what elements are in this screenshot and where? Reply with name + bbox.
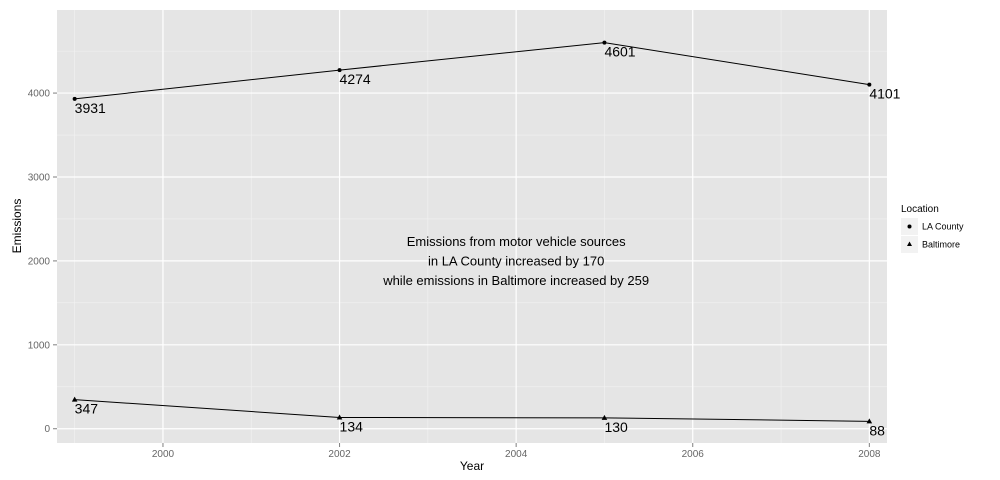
data-label-baltimore: 347: [75, 401, 99, 417]
data-label-la-county: 4601: [604, 44, 635, 60]
data-label-la-county: 3931: [75, 100, 106, 116]
series-line-la-county: [74, 42, 870, 100]
data-point-baltimore: [601, 414, 608, 420]
data-point-baltimore: [71, 396, 78, 402]
data-point-la-county: [602, 40, 607, 45]
minor-gridlines: [57, 10, 887, 443]
data-point-la-county: [337, 68, 342, 73]
legend: Location LA County Baltimore: [901, 204, 964, 253]
x-tick-label: 2004: [505, 449, 528, 460]
y-tick-label: 2000: [28, 256, 51, 267]
annotation-line-3: while emissions in Baltimore increased b…: [382, 273, 649, 288]
annotation-line-1: Emissions from motor vehicle sources: [407, 234, 626, 249]
y-tick-label: 4000: [28, 89, 51, 100]
y-tick-label: 3000: [28, 172, 51, 183]
data-point-la-county: [867, 82, 872, 87]
plot-background: [57, 10, 887, 443]
data-point-la-county: [72, 96, 77, 101]
legend-marker-baltimore: [907, 241, 912, 246]
series-line-baltimore: [74, 399, 870, 422]
data-label-baltimore: 130: [604, 419, 628, 435]
x-tick-label: 2000: [152, 449, 175, 460]
legend-marker-la-county: [907, 224, 912, 229]
x-axis-title: Year: [460, 459, 484, 473]
major-gridlines: [57, 10, 887, 443]
legend-title: Location: [901, 204, 939, 215]
legend-label-la-county: LA County: [922, 222, 964, 232]
y-tick-label: 1000: [28, 340, 51, 351]
data-label-la-county: 4274: [340, 71, 371, 87]
y-tick-label: 0: [44, 424, 50, 435]
data-point-baltimore: [866, 418, 873, 424]
annotation: Emissions from motor vehicle sources in …: [382, 234, 649, 288]
x-tick-label: 2006: [682, 449, 705, 460]
series-layer: 3931 4274 4601 4101 347 134 130 88: [71, 40, 901, 438]
legend-label-baltimore: Baltimore: [922, 240, 960, 250]
x-tick-label: 2002: [328, 449, 351, 460]
y-axis-title: Emissions: [10, 199, 24, 254]
x-axis: 2000 2002 2004 2006 2008: [152, 443, 881, 460]
annotation-line-2: in LA County increased by 170: [428, 253, 604, 268]
data-label-baltimore: 134: [340, 418, 364, 434]
data-point-baltimore: [336, 414, 343, 420]
data-label-la-county: 4101: [869, 86, 900, 102]
y-axis: 0 1000 2000 3000 4000: [28, 89, 57, 435]
x-tick-label: 2008: [858, 449, 881, 460]
data-label-baltimore: 88: [869, 422, 885, 438]
